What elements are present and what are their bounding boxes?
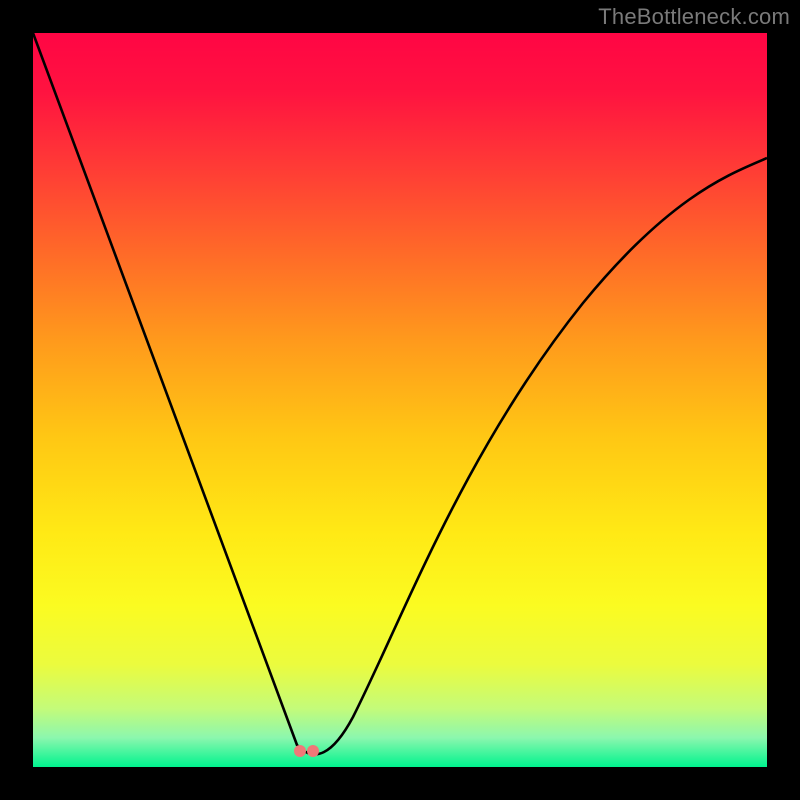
chart-frame: TheBottleneck.com (0, 0, 800, 800)
gradient-background (33, 33, 767, 767)
watermark-text: TheBottleneck.com (598, 4, 790, 30)
plot-area (33, 33, 767, 767)
trough-marker (307, 745, 319, 757)
trough-marker (294, 745, 306, 757)
bottleneck-chart-svg (33, 33, 767, 767)
